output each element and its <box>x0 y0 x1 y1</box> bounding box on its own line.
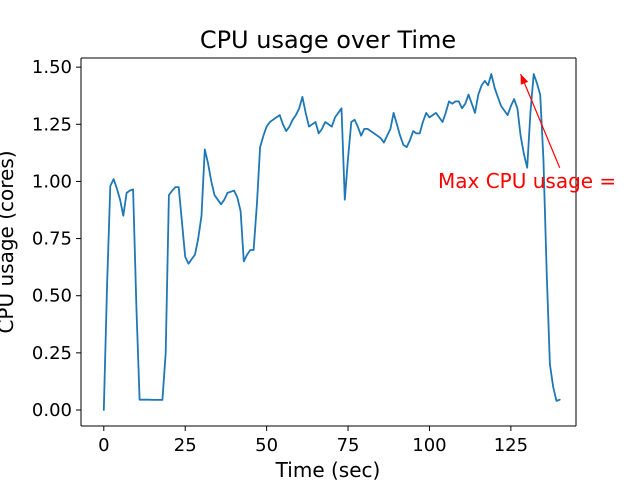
series-line <box>102 73 561 411</box>
annotation-layer: Max CPU usage = <box>438 73 616 193</box>
x-axis-ticks: 0 25 50 75 100 125 <box>98 426 528 456</box>
plot-area <box>81 58 576 426</box>
y-axis-ticks: 0.00 0.25 0.50 0.75 1.00 1.25 1.50 <box>32 57 81 421</box>
y-tick-label: 0.25 <box>32 343 72 364</box>
x-tick-label: 25 <box>174 435 197 456</box>
x-tick-label: 50 <box>255 435 278 456</box>
y-axis-label: CPU usage (cores) <box>0 150 18 333</box>
annotation-arrow-line <box>520 73 561 168</box>
y-tick-label: 1.00 <box>32 171 72 192</box>
x-tick-label: 100 <box>412 435 446 456</box>
annotation-arrow-head <box>520 74 529 85</box>
x-tick-label: 75 <box>337 435 360 456</box>
x-tick-label: 0 <box>98 435 109 456</box>
axes-background <box>81 58 576 426</box>
y-tick-label: 1.50 <box>32 57 72 78</box>
axes-frame <box>80 57 577 427</box>
y-tick-label: 1.25 <box>32 114 72 135</box>
y-tick-label: 0.50 <box>32 286 72 307</box>
series-layer <box>102 73 561 411</box>
y-tick-label: 0.00 <box>32 400 72 421</box>
chart-title: CPU usage over Time <box>200 26 456 54</box>
y-tick-label: 0.75 <box>32 229 72 250</box>
x-tick-label: 125 <box>494 435 528 456</box>
annotation-label: Max CPU usage = <box>438 169 616 193</box>
x-axis-label: Time (sec) <box>275 458 381 480</box>
